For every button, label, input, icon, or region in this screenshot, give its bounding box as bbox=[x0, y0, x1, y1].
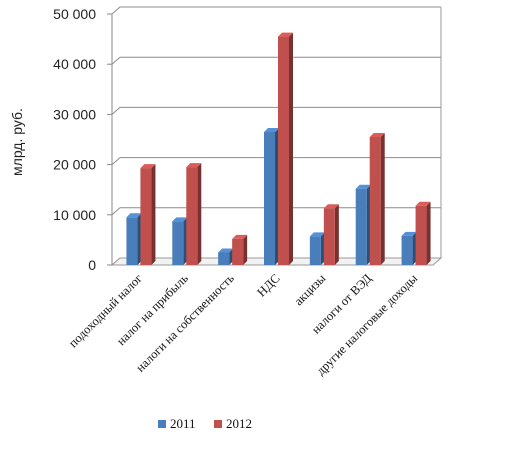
bar-top bbox=[126, 213, 142, 218]
bar-2011-0 bbox=[126, 213, 142, 265]
gridline bbox=[111, 157, 441, 165]
bar-front bbox=[264, 131, 275, 265]
bar-front bbox=[218, 252, 230, 265]
bar-2012-3 bbox=[278, 32, 293, 266]
bar-front bbox=[369, 136, 381, 265]
bar-top bbox=[264, 127, 279, 132]
gridline bbox=[111, 106, 441, 115]
bar-front bbox=[415, 205, 427, 265]
bar-top bbox=[278, 32, 293, 37]
y-axis-label: млрд. руб. bbox=[9, 108, 25, 176]
bar-top bbox=[369, 132, 385, 137]
bar-2012-5 bbox=[369, 132, 385, 265]
legend: 2011 2012 bbox=[158, 416, 252, 431]
bar-2012-2 bbox=[232, 234, 248, 265]
bar-top bbox=[140, 164, 156, 169]
bar-2011-3 bbox=[264, 127, 279, 265]
legend-label-2012: 2012 bbox=[226, 416, 252, 431]
bar-2012-0 bbox=[140, 164, 156, 265]
gridline bbox=[111, 56, 441, 65]
legend-swatch-2011 bbox=[158, 420, 166, 428]
bar-front bbox=[140, 168, 152, 265]
bar-2011-2 bbox=[218, 248, 234, 265]
y-tick-label: 30 000 bbox=[53, 106, 96, 122]
bar-2011-1 bbox=[172, 217, 188, 265]
bar-front bbox=[323, 208, 335, 265]
y-tick-label: 40 000 bbox=[53, 56, 96, 72]
x-tick-label: НДС bbox=[254, 271, 282, 299]
bars bbox=[126, 32, 431, 266]
bar-front bbox=[186, 167, 198, 265]
bar-top bbox=[232, 234, 248, 239]
y-tick-label: 50 000 bbox=[53, 6, 96, 22]
bar-front bbox=[172, 221, 184, 265]
bar-top bbox=[309, 232, 325, 237]
bar-2012-6 bbox=[415, 201, 431, 265]
legend-swatch-2012 bbox=[214, 420, 222, 428]
bar-side bbox=[197, 163, 202, 265]
bar-front bbox=[232, 238, 244, 265]
bar-front bbox=[401, 235, 413, 265]
bar-front bbox=[309, 236, 321, 265]
bar-front bbox=[126, 217, 138, 265]
legend-label-2011: 2011 bbox=[170, 416, 196, 431]
bar-2012-4 bbox=[323, 204, 339, 265]
bar-top bbox=[401, 231, 417, 236]
bar-2011-6 bbox=[401, 231, 417, 265]
bar-side bbox=[289, 32, 293, 266]
bar-top bbox=[355, 184, 371, 189]
bar-top bbox=[415, 201, 431, 206]
bar-side bbox=[426, 201, 431, 265]
bar-2011-4 bbox=[309, 232, 325, 265]
y-tick-label: 10 000 bbox=[53, 207, 96, 223]
bar-front bbox=[278, 36, 289, 266]
x-tick-label: акцизы bbox=[291, 271, 328, 308]
bar-side bbox=[151, 164, 156, 265]
bar-side bbox=[243, 234, 248, 265]
y-axis-ticks: 0 10 000 20 000 30 000 40 000 50 000 bbox=[53, 6, 112, 273]
y-tick-label: 0 bbox=[88, 257, 96, 273]
bar-top bbox=[323, 204, 339, 209]
bar-2012-1 bbox=[186, 163, 202, 265]
bar-top bbox=[172, 217, 188, 222]
bar-front bbox=[355, 188, 367, 265]
bar-side bbox=[334, 204, 339, 265]
bar-top bbox=[218, 248, 234, 253]
bar-top bbox=[186, 163, 202, 168]
gridline bbox=[111, 6, 441, 15]
y-tick-label: 20 000 bbox=[53, 157, 96, 173]
bar-side bbox=[380, 132, 385, 265]
bar-2011-5 bbox=[355, 184, 371, 265]
